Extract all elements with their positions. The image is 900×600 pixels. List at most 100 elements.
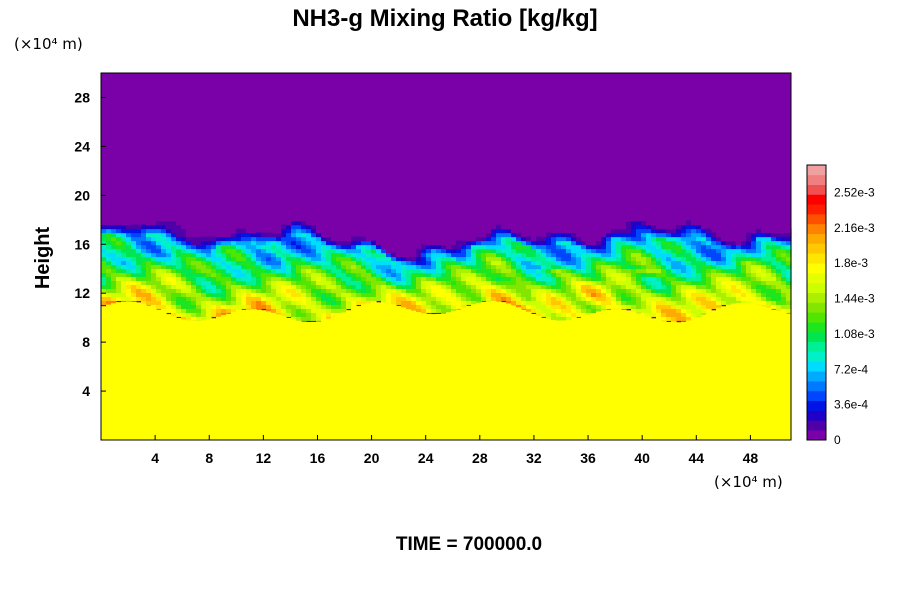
- field-lower-band: [311, 321, 317, 440]
- field-cell: [506, 256, 512, 262]
- field-cell: [301, 300, 307, 305]
- field-cell: [201, 296, 207, 301]
- field-cell: [556, 252, 562, 258]
- field-cell: [326, 308, 332, 313]
- field-cell: [591, 252, 597, 258]
- field-cell: [576, 296, 582, 301]
- field-cell: [731, 236, 737, 242]
- field-cell: [726, 236, 732, 242]
- field-cell: [516, 288, 522, 293]
- field-cell: [666, 244, 672, 250]
- field-cell: [341, 252, 347, 258]
- field-cell: [691, 224, 697, 230]
- field-cell: [701, 248, 707, 254]
- field-lower-band: [471, 304, 477, 440]
- field-cell: [161, 296, 167, 301]
- field-cell: [671, 260, 677, 266]
- field-cell: [201, 240, 207, 246]
- field-cell: [781, 228, 787, 234]
- field-cell: [286, 244, 292, 250]
- field-cell: [316, 232, 322, 238]
- field-cell: [661, 292, 667, 297]
- field-cell: [641, 268, 647, 274]
- field-cell: [326, 284, 332, 290]
- field-cell: [446, 244, 452, 250]
- field-cell: [146, 220, 152, 226]
- field-cell: [166, 252, 172, 258]
- field-cell: [456, 284, 462, 290]
- plot-area: [100, 72, 792, 441]
- field-cell: [696, 220, 702, 226]
- field-cell: [176, 244, 182, 250]
- field-cell: [436, 276, 442, 282]
- field-cell: [506, 228, 512, 234]
- field-cell: [731, 272, 737, 278]
- field-cell: [191, 232, 197, 238]
- field-cell: [141, 288, 147, 293]
- field-cell: [131, 272, 137, 278]
- field-cell: [416, 260, 422, 266]
- field-cell: [271, 248, 277, 254]
- field-cell: [731, 244, 737, 250]
- field-cell: [561, 288, 567, 293]
- field-cell: [261, 280, 267, 286]
- colorbar-segment: [807, 361, 826, 372]
- field-cell: [186, 288, 192, 293]
- field-cell: [341, 240, 347, 246]
- field-cell: [646, 304, 652, 309]
- field-cell: [326, 304, 332, 309]
- field-cell: [246, 272, 252, 278]
- field-cell: [181, 312, 187, 317]
- field-cell: [361, 272, 367, 278]
- colorbar-segment: [807, 312, 826, 323]
- field-cell: [726, 292, 732, 297]
- field-cell: [216, 284, 222, 290]
- field-cell: [306, 288, 312, 293]
- field-cell: [766, 228, 772, 234]
- field-cell: [206, 256, 212, 262]
- field-cell: [586, 304, 592, 309]
- field-cell: [601, 264, 607, 270]
- field-cell: [161, 244, 167, 250]
- field-cell: [551, 300, 557, 305]
- field-cell: [331, 236, 337, 242]
- field-cell: [261, 304, 267, 309]
- field-cell: [266, 304, 272, 309]
- field-lower-band: [711, 310, 717, 440]
- field-cell: [361, 264, 367, 270]
- field-cell: [496, 236, 502, 242]
- field-cell: [161, 260, 167, 266]
- field-cell: [671, 308, 677, 313]
- field-cell: [166, 268, 172, 274]
- field-cell: [746, 296, 752, 301]
- field-cell: [101, 240, 107, 246]
- field-cell: [331, 292, 337, 297]
- field-cell: [166, 276, 172, 282]
- field-cell: [316, 268, 322, 274]
- field-cell: [266, 260, 272, 266]
- field-cell: [456, 268, 462, 274]
- field-cell: [511, 244, 517, 250]
- field-cell: [721, 264, 727, 270]
- field-cell: [776, 228, 782, 234]
- field-lower-band: [496, 301, 502, 440]
- field-cell: [346, 236, 352, 242]
- field-cell: [536, 256, 542, 262]
- field-cell: [486, 236, 492, 242]
- field-cell: [376, 260, 382, 266]
- field-cell: [761, 244, 767, 250]
- field-cell: [571, 264, 577, 270]
- field-cell: [161, 272, 167, 278]
- field-cell: [196, 296, 202, 301]
- field-cell: [416, 280, 422, 286]
- field-lower-band: [371, 302, 377, 440]
- colorbar-label: 0: [834, 433, 841, 447]
- field-cell: [121, 292, 127, 297]
- field-cell: [251, 228, 257, 234]
- field-cell: [526, 244, 532, 250]
- field-cell: [651, 312, 657, 317]
- field-lower-band: [531, 313, 537, 440]
- field-cell: [691, 248, 697, 254]
- field-cell: [306, 216, 312, 222]
- field-cell: [521, 232, 527, 238]
